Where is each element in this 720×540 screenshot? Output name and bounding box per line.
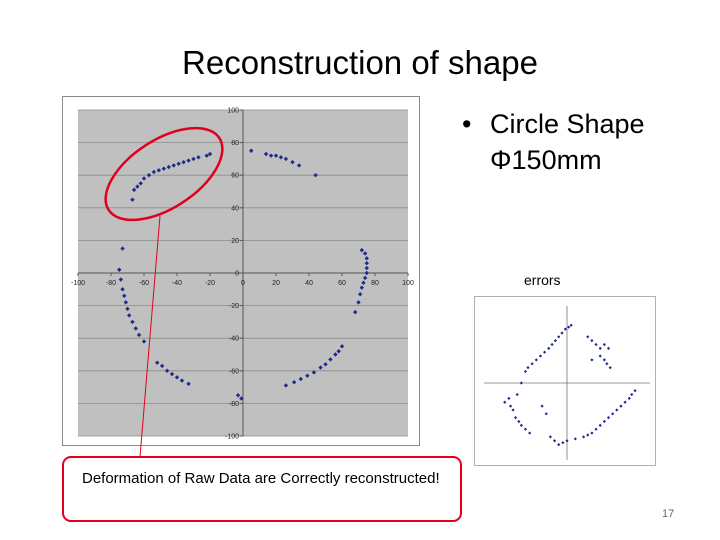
err-data-point (517, 419, 521, 424)
err-data-point (519, 381, 523, 385)
x-tick-label: -80 (106, 280, 116, 287)
slide-title: Reconstruction of shape (182, 44, 538, 81)
data-point (130, 319, 135, 325)
err-data-point (523, 369, 528, 374)
err-data-point (586, 335, 590, 339)
y-tick-label: -60 (229, 368, 239, 375)
data-point (239, 396, 244, 401)
err-data-point (550, 342, 554, 347)
data-point (298, 376, 303, 382)
data-point (169, 371, 175, 377)
x-tick-label: -100 (71, 280, 85, 287)
y-tick-label: 80 (231, 140, 239, 147)
err-data-point (503, 400, 507, 404)
data-point (296, 163, 302, 168)
data-point (353, 309, 358, 315)
data-point (313, 173, 318, 178)
data-point (283, 383, 289, 388)
data-point (186, 381, 191, 387)
x-tick-label: 0 (241, 280, 245, 287)
data-point (359, 285, 364, 290)
x-tick-label: 100 (402, 280, 414, 287)
data-point (263, 151, 269, 157)
y-tick-label: -80 (229, 401, 239, 408)
err-data-point (602, 342, 606, 347)
callout-text: Deformation of Raw Data are Correctly re… (82, 470, 440, 487)
data-point (364, 265, 369, 271)
data-point (235, 393, 241, 398)
reconstruction-scatter-chart: -100 -80 -60 -40 -20 0 20 40 60 80 100 -100 -80 -60 -4… (62, 96, 420, 446)
y-tick-label: 40 (231, 205, 239, 212)
data-point (136, 332, 142, 338)
data-point (333, 352, 338, 357)
data-point (249, 148, 254, 153)
y-tick-label: -100 (225, 434, 239, 441)
x-tick-label: -40 (172, 280, 182, 287)
errors-label: errors (524, 272, 561, 288)
data-point (117, 267, 122, 272)
data-point (120, 246, 125, 251)
y-tick-label: 60 (231, 173, 239, 180)
data-point (323, 362, 328, 367)
y-tick-label: 100 (227, 108, 239, 115)
x-tick-label: -60 (139, 280, 149, 287)
data-point (159, 363, 165, 369)
err-data-point (544, 412, 548, 416)
err-data-point (565, 439, 569, 443)
data-point (120, 287, 125, 292)
y-tick-label: -40 (229, 336, 239, 343)
err-data-point (605, 362, 609, 366)
page-number: 17 (662, 508, 675, 520)
err-data-point (552, 439, 557, 443)
bullet-dot: • (462, 109, 472, 139)
err-data-point (602, 419, 606, 424)
y-tick-label: -20 (229, 303, 239, 310)
data-point (164, 368, 170, 373)
err-data-point (633, 389, 637, 393)
y-tick-label: 0 (235, 271, 239, 278)
x-tick-label: 60 (338, 280, 346, 287)
bullet-line-1: Circle Shape (490, 109, 645, 139)
err-data-point (623, 400, 627, 404)
data-point (278, 155, 284, 160)
data-point (339, 344, 345, 349)
data-point (291, 380, 297, 385)
data-point (125, 306, 130, 312)
data-point (118, 277, 124, 282)
data-point (362, 251, 368, 256)
data-point (268, 153, 274, 158)
data-point (318, 365, 323, 370)
x-tick-label: -20 (205, 280, 215, 287)
data-point (290, 159, 295, 165)
data-point (179, 378, 185, 383)
err-data-point (569, 323, 573, 327)
data-point (359, 247, 364, 253)
data-point (311, 370, 317, 375)
data-point (362, 275, 368, 281)
x-tick-label: 20 (272, 280, 280, 287)
data-point (283, 156, 289, 162)
err-data-point (538, 354, 543, 358)
y-tick-label: 20 (231, 238, 239, 245)
data-point (357, 291, 363, 297)
data-point (328, 357, 333, 362)
data-point (122, 293, 127, 299)
data-point (133, 326, 138, 331)
x-tick-label: 80 (371, 280, 379, 287)
x-tick-label: 40 (305, 280, 313, 287)
err-data-point (523, 427, 528, 431)
errors-scatter-chart (474, 296, 656, 466)
data-point (126, 313, 132, 318)
data-point (305, 373, 310, 378)
err-data-point (530, 362, 534, 366)
err-data-point (594, 342, 598, 347)
data-point (273, 153, 279, 158)
callout-box: Deformation of Raw Data are Correctly re… (62, 456, 462, 522)
data-point (364, 270, 369, 276)
bullet-line-2: Φ150mm (490, 145, 602, 175)
data-point (336, 349, 341, 354)
data-point (364, 256, 369, 261)
